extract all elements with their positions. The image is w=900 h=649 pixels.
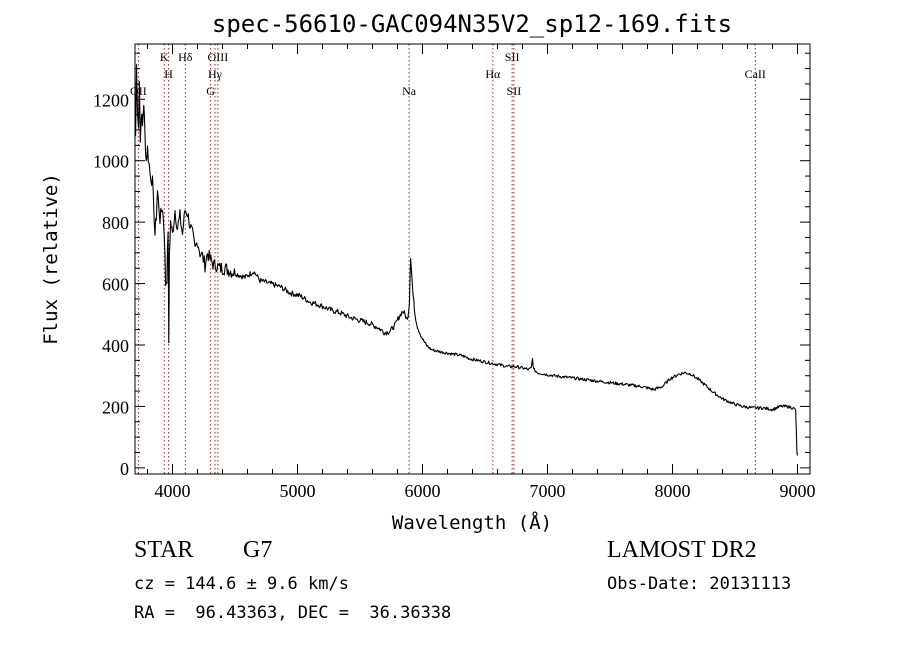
line-marker-label: CaII	[745, 67, 766, 81]
emission-line-markers: OII HK Hδ G Hγ OIII Na Hα SII SII CaII	[130, 44, 766, 474]
plot-frame	[134, 43, 811, 475]
spectrum-chart: spec-56610-GAC094N35V2_sp12-169.fits OII…	[40, 10, 816, 534]
object-class: STAR	[134, 537, 194, 563]
line-marker-label: OIII	[208, 50, 229, 64]
x-tick-label: 7000	[530, 481, 566, 501]
line-marker-label: Na	[402, 84, 417, 98]
y-tick-label: 200	[102, 397, 129, 417]
survey-name: LAMOST DR2	[607, 537, 757, 563]
line-marker-label: Hα	[485, 67, 501, 81]
observation-date: Obs-Date: 20131113	[607, 574, 792, 594]
x-axis: 4000 5000 6000 7000 8000 9000	[147, 44, 816, 501]
y-tick-label: 1200	[93, 90, 129, 110]
line-marker-label: Hγ	[208, 67, 223, 81]
x-tick-label: 6000	[405, 481, 441, 501]
y-tick-label: 400	[102, 336, 129, 356]
y-tick-label: 800	[102, 213, 129, 233]
line-marker-label: G	[206, 84, 215, 98]
y-tick-label: 600	[102, 275, 129, 295]
x-tick-label: 4000	[155, 481, 191, 501]
x-tick-label: 5000	[280, 481, 316, 501]
line-marker-label: Hδ	[178, 50, 193, 64]
coordinates: RA = 96.43363, DEC = 36.36338	[134, 603, 452, 623]
line-marker-label: SII	[507, 84, 522, 98]
y-axis: 0 200 400 600 800 1000 1200	[93, 52, 810, 479]
y-tick-label: 1000	[93, 152, 129, 172]
object-subclass: G7	[243, 537, 273, 563]
y-tick-label: 0	[120, 459, 129, 479]
line-marker-label: OII	[130, 84, 147, 98]
chart-title: spec-56610-GAC094N35V2_sp12-169.fits	[212, 10, 732, 38]
x-tick-label: 9000	[780, 481, 816, 501]
x-tick-label: 8000	[655, 481, 691, 501]
spectrum-line	[135, 64, 799, 456]
line-marker-label: H	[164, 67, 173, 81]
redshift-velocity: cz = 144.6 ± 9.6 km/s	[134, 574, 349, 594]
x-axis-label: Wavelength (Å)	[392, 511, 552, 534]
line-marker-label: SII	[505, 50, 520, 64]
line-marker-label: K	[160, 50, 169, 64]
y-axis-label: Flux (relative)	[40, 173, 62, 345]
